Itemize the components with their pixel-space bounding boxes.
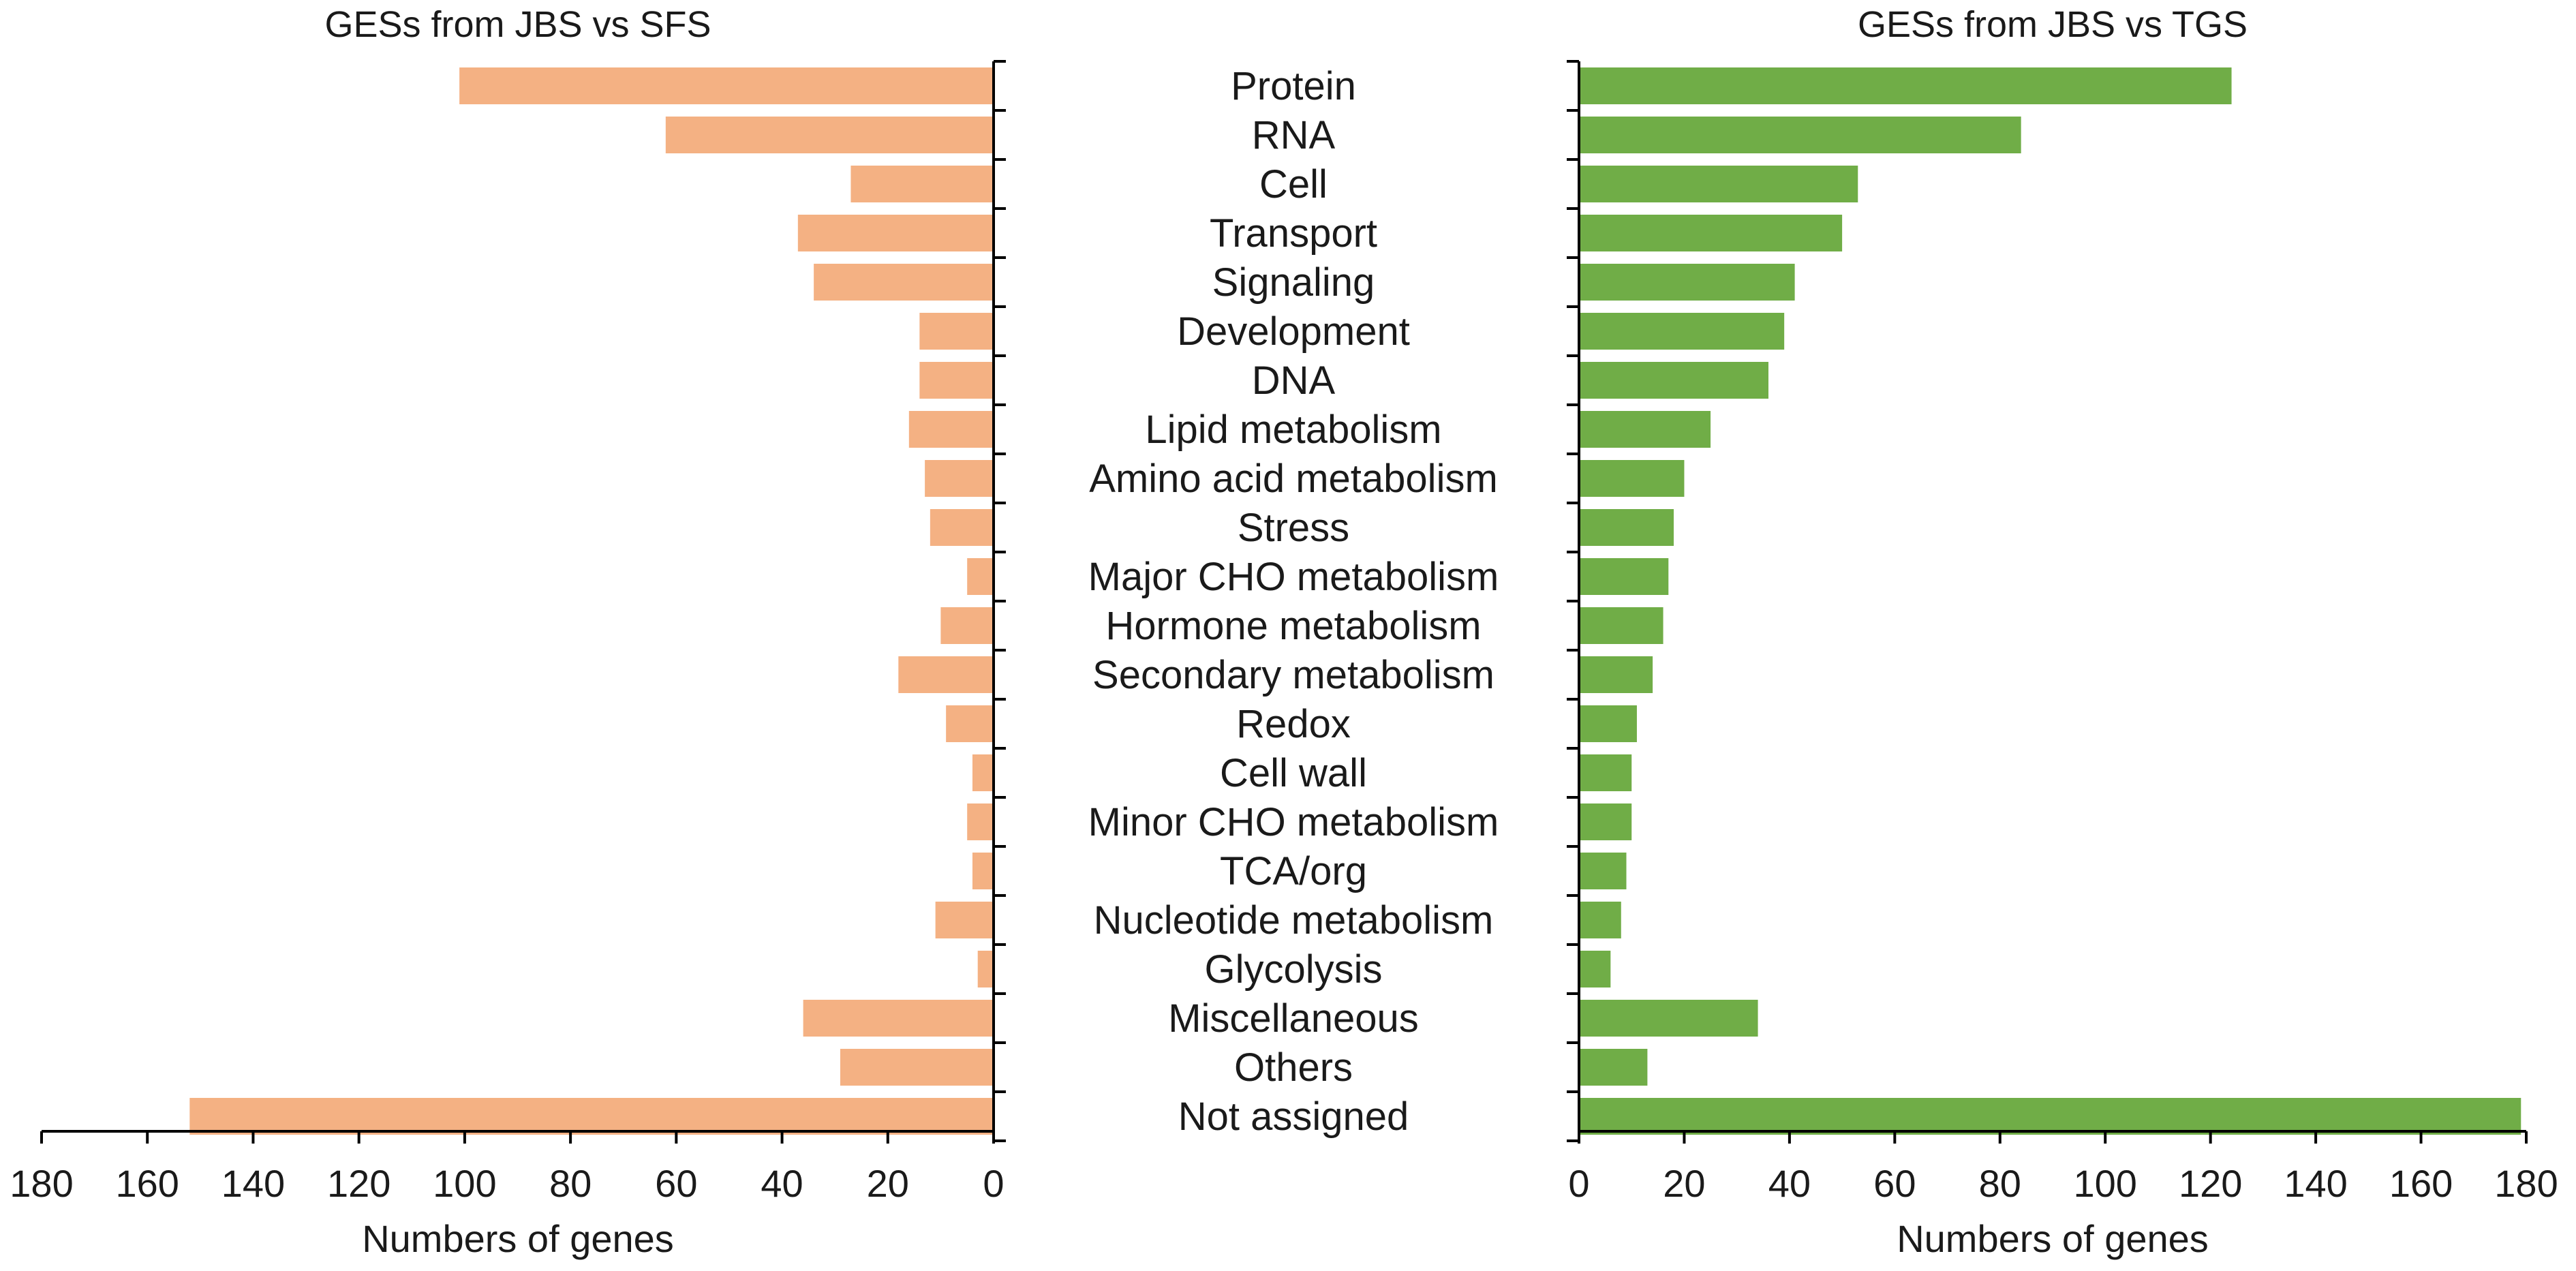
right-bar-dna [1579,362,1768,399]
category-label: Stress [1238,506,1349,550]
right-bar-glycolysis [1579,951,1611,987]
right-chart-panel: GESs from JBS vs TGS Numbers of genes 0 2… [1567,4,2558,1260]
left-bar-major-cho-metabolism [967,558,994,595]
right-tick-label: 120 [2179,1162,2242,1205]
category-label: Cell [1259,162,1328,206]
right-tick-label: 180 [2494,1162,2558,1205]
right-bar-others [1579,1049,1648,1086]
right-bar-hormone-metabolism [1579,607,1663,644]
category-label: Not assigned [1178,1094,1409,1139]
right-bar-major-cho-metabolism [1579,558,1669,595]
category-label: Minor CHO metabolism [1088,800,1499,844]
left-bar-tca-org [972,853,994,889]
left-bar-others [840,1049,994,1086]
left-bar-protein [459,67,994,104]
right-tick-label: 0 [1568,1162,1589,1205]
right-bar-signaling [1579,264,1795,301]
right-bar-miscellaneous [1579,1000,1758,1037]
right-bar-redox [1579,705,1637,742]
left-tick-label: 80 [549,1162,592,1205]
left-bar-stress [930,509,994,546]
left-tick-label: 160 [116,1162,179,1205]
right-tick-label: 60 [1873,1162,1916,1205]
right-bar-amino-acid-metabolism [1579,460,1685,497]
left-bar-rna [665,117,994,153]
category-label: Major CHO metabolism [1088,555,1499,599]
left-chart-panel: GESs from JBS vs SFS Numbers of genes 18… [10,4,1006,1260]
left-tick-label: 20 [867,1162,909,1205]
right-tick-label: 40 [1768,1162,1811,1205]
right-tick-label: 100 [2074,1162,2137,1205]
category-label: DNA [1252,358,1336,403]
left-tick-label: 40 [761,1162,803,1205]
right-bar-not-assigned [1579,1098,2521,1135]
right-bar-transport [1579,215,1843,251]
category-label: Cell wall [1220,751,1367,795]
left-tick-label: 140 [221,1162,285,1205]
right-tick-label: 140 [2284,1162,2347,1205]
right-bar-development [1579,313,1785,350]
left-bar-hormone-metabolism [940,607,994,644]
left-tick-label: 120 [327,1162,390,1205]
right-bar-lipid-metabolism [1579,411,1711,448]
left-bar-nucleotide-metabolism [935,902,994,938]
right-bar-minor-cho-metabolism [1579,803,1632,840]
left-bar-not-assigned [189,1098,994,1135]
right-bar-cell [1579,166,1858,202]
left-tick-label: 60 [655,1162,697,1205]
category-label: Nucleotide metabolism [1094,898,1494,943]
category-label: Signaling [1212,260,1375,305]
left-tick-label: 0 [983,1162,1004,1205]
right-x-axis-label: Numbers of genes [1897,1217,2209,1260]
left-tick-label: 100 [433,1162,496,1205]
right-tick-label: 20 [1663,1162,1705,1205]
category-label: Hormone metabolism [1105,604,1481,648]
left-bar-redox [946,705,994,742]
left-bar-development [919,313,994,350]
right-chart-title: GESs from JBS vs TGS [1858,4,2248,45]
left-bar-dna [919,362,994,399]
left-x-axis-label: Numbers of genes [362,1217,674,1260]
right-bar-secondary-metabolism [1579,656,1653,693]
left-bar-signaling [814,264,994,301]
right-bar-rna [1579,117,2021,153]
category-label: Transport [1210,211,1377,256]
right-bar-cell-wall [1579,754,1632,791]
category-label: Secondary metabolism [1092,653,1494,697]
left-bar-minor-cho-metabolism [967,803,994,840]
right-tick-label: 160 [2389,1162,2453,1205]
category-label: Glycolysis [1204,947,1382,992]
left-bar-amino-acid-metabolism [925,460,994,497]
right-tick-label: 80 [1979,1162,2021,1205]
left-bar-cell [850,166,994,202]
category-label: TCA/org [1220,849,1367,893]
right-bar-nucleotide-metabolism [1579,902,1621,938]
left-bar-glycolysis [977,951,994,987]
left-chart-title: GESs from JBS vs SFS [324,4,711,45]
left-bar-miscellaneous [803,1000,994,1037]
left-bar-transport [797,215,994,251]
category-labels: Protein RNA Cell TransportSignalingDevelopm… [1088,64,1499,1139]
right-bar-stress [1579,509,1674,546]
category-label: Others [1234,1045,1353,1090]
right-bar-tca-org [1579,853,1627,889]
left-bar-secondary-metabolism [898,656,994,693]
left-bar-cell-wall [972,754,994,791]
category-label: Lipid metabolism [1145,408,1441,452]
left-tick-label: 180 [10,1162,73,1205]
category-label: RNA [1252,113,1336,157]
category-label: Amino acid metabolism [1089,457,1498,501]
right-bar-protein [1579,67,2232,104]
category-label: Miscellaneous [1168,996,1419,1041]
category-label: Development [1177,309,1410,354]
category-label: Redox [1236,702,1351,746]
category-label: Protein [1231,64,1356,108]
left-bar-lipid-metabolism [908,411,994,448]
